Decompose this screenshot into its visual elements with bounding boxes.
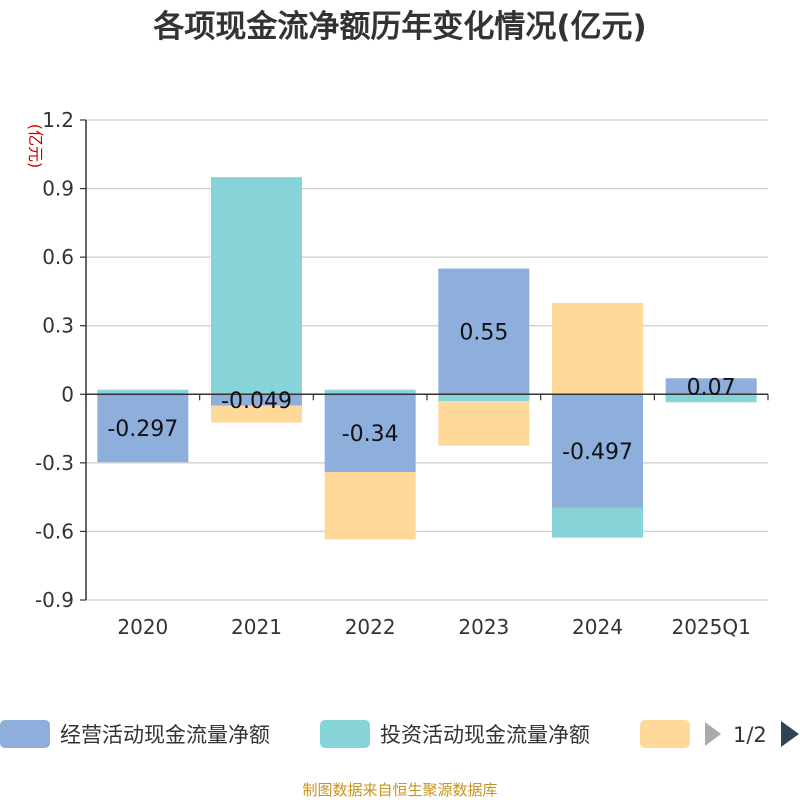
bar-segment[interactable]	[211, 405, 302, 423]
data-labels: -0.297 -0.049 -0.34 0.55 -0.497 0.07	[107, 320, 735, 465]
data-label: -0.049	[221, 389, 292, 414]
x-tick-label: 2020	[117, 615, 168, 639]
x-tick-label: 2025Q1	[671, 615, 750, 639]
bar-segment[interactable]	[211, 394, 302, 406]
y-tick-label: 0	[61, 382, 74, 406]
bar-segment[interactable]	[665, 394, 757, 403]
y-axis-ticks: 1.2 0.9 0.6 0.3 0 -0.3 -0.6 -0.9	[35, 108, 86, 612]
bar-segment[interactable]	[438, 268, 530, 395]
bar-segment[interactable]	[324, 389, 416, 395]
bars	[97, 177, 757, 540]
x-tick-label: 2024	[572, 615, 623, 639]
data-label: 0.55	[459, 320, 508, 345]
y-tick-label: 1.2	[42, 108, 74, 132]
bar-segment[interactable]	[665, 378, 757, 395]
bar-segment[interactable]	[97, 389, 189, 395]
y-tick-label: -0.9	[35, 588, 74, 612]
legend-swatch-investing[interactable]	[320, 720, 370, 748]
x-tick-label: 2023	[458, 615, 509, 639]
bar-segment[interactable]	[552, 394, 643, 508]
x-tick-label: 2021	[231, 615, 282, 639]
bar-segment[interactable]	[438, 394, 530, 402]
source-note: 制图数据来自恒生聚源数据库	[302, 781, 497, 799]
y-tick-label: 0.3	[42, 314, 74, 338]
bar-segment[interactable]	[438, 401, 530, 446]
y-tick-label: 0.6	[42, 245, 74, 269]
y-tick-label: 0.9	[42, 177, 74, 201]
bar-segment[interactable]	[211, 177, 302, 395]
x-axis-ticks: 2020 2021 2022 2023 2024 2025Q1	[85, 394, 769, 639]
legend-next-page-icon[interactable]	[781, 721, 799, 747]
legend: 经营活动现金流量净额 投资活动现金流量净额 1/2	[0, 720, 799, 748]
legend-label-operating[interactable]: 经营活动现金流量净额	[60, 723, 270, 747]
grid-lines	[86, 119, 768, 601]
legend-swatch-financing[interactable]	[640, 720, 690, 748]
data-label: -0.34	[342, 422, 399, 447]
data-label: -0.497	[562, 440, 633, 465]
y-tick-label: -0.3	[35, 451, 74, 475]
y-unit-label: (亿元)	[26, 124, 45, 169]
bar-segment[interactable]	[324, 394, 416, 472]
legend-page-indicator: 1/2	[733, 723, 767, 747]
legend-swatch-operating[interactable]	[0, 720, 50, 748]
x-tick-label: 2022	[345, 615, 396, 639]
bar-segment[interactable]	[552, 302, 643, 395]
chart-title: 各项现金流净额历年变化情况(亿元)	[152, 9, 646, 45]
data-label: 0.07	[687, 375, 736, 400]
bar-segment[interactable]	[324, 472, 416, 540]
bar-segment[interactable]	[552, 507, 643, 538]
legend-label-investing[interactable]: 投资活动现金流量净额	[380, 723, 590, 747]
axes	[85, 120, 768, 600]
legend-prev-page-icon[interactable]	[705, 722, 721, 746]
data-label: -0.297	[107, 417, 178, 442]
bar-segment[interactable]	[97, 394, 189, 463]
y-tick-label: -0.6	[35, 519, 74, 543]
